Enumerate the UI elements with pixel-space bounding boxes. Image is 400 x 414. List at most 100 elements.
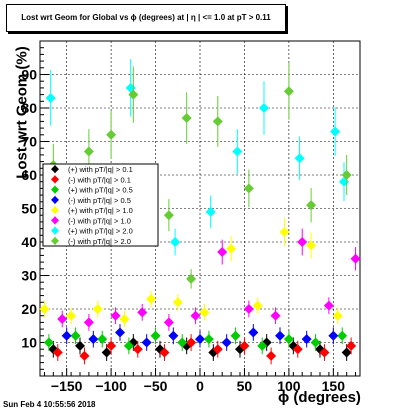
data-point [226,243,237,254]
data-point [332,310,343,321]
legend-swatch [51,216,59,225]
data-point [203,334,214,345]
axis-ticks: −150 −100 −50 0 50 100 150 10 20 30 40 50 60 70 80 90 [21,47,357,394]
y-tick-label: 20 [21,301,37,317]
data-point [195,334,205,345]
data-point [323,300,334,311]
data-point [350,253,361,264]
data-point [168,330,179,341]
data-point [132,344,143,355]
data-point [279,226,290,237]
timestamp-footer: Sun Feb 4 10:55:56 2018 [3,400,96,409]
data-point [150,330,161,341]
data-point [270,310,281,321]
legend-swatch [51,185,59,194]
data-point [186,273,197,284]
data-point [128,89,139,100]
data-point [341,170,352,180]
data-point [341,347,352,358]
y-tick-label: 80 [21,100,37,116]
data-point [79,350,90,361]
legend-label: (+) with pT/|q| > 1.0 [68,206,133,215]
legend-label: (-) with pT/|q| > 0.5 [68,196,131,205]
x-tick-label: −100 [95,378,127,394]
data-point [239,340,250,351]
legend-label: (+) with pT/|q| > 2.0 [68,227,133,236]
data-point [301,334,312,345]
data-point [232,146,243,157]
data-point [205,206,216,217]
data-point [297,237,308,247]
y-tick-label: 90 [21,67,37,83]
data-point [106,340,117,351]
x-tick-label: −150 [51,378,83,394]
data-point [52,347,63,358]
data-point [181,113,192,124]
data-point [283,334,294,345]
y-tick-label: 10 [21,335,37,351]
x-tick-label: 0 [196,378,204,394]
data-point [259,103,269,113]
legend-label: (+) with pT/|q| > 0.5 [68,186,133,195]
legend: (+) with pT/|q| > 0.1 (-) with pT/|q| > 0… [42,163,159,247]
y-tick-label: 60 [21,167,37,183]
legend-swatch [51,195,59,204]
data-point [57,314,68,325]
data-point [330,126,341,137]
data-point [45,92,56,103]
legend-box [42,163,159,247]
data-point [88,334,99,345]
data-marks [39,59,361,365]
data-point [294,153,305,164]
data-point [337,330,348,341]
data-point [141,337,152,348]
data-point [283,86,294,97]
data-point [119,314,130,325]
y-tick-label: 50 [21,201,37,217]
data-point [212,116,223,127]
data-point [190,310,201,321]
x-tick-label: 150 [322,378,346,394]
data-point [186,337,197,348]
legend-label: (-) with pT/|q| > 1.0 [68,216,131,225]
data-point [266,350,277,361]
x-tick-label: 100 [277,378,301,394]
legend-label: (+) with pT/|q| > 0.1 [68,165,133,174]
data-point [243,183,254,194]
data-point [97,334,108,345]
x-tick-label: 50 [237,378,253,394]
data-point [43,337,54,348]
legend-swatch [51,206,59,215]
data-point [306,200,317,211]
data-point [137,307,148,318]
y-tick-label: 70 [21,134,37,150]
data-point [257,340,268,351]
data-point [61,330,72,341]
data-point [106,129,117,140]
data-point [170,237,181,247]
data-point [163,317,174,328]
legend-swatch [51,236,59,245]
data-point [217,247,228,258]
chart-title: Lost wrt Geom for Global vs ϕ (degrees) … [6,4,286,32]
data-point [92,304,103,314]
data-point [83,317,94,328]
legend-swatch [51,175,59,184]
data-point [310,337,321,348]
data-point [306,240,317,251]
data-point [221,337,232,348]
data-point [146,293,157,304]
data-point [177,337,188,348]
data-point [248,327,259,338]
data-point [319,347,330,358]
legend-label: (-) with pT/|q| > 2.0 [68,237,131,246]
data-point [123,340,134,351]
data-point [292,344,303,355]
data-point [243,304,254,314]
y-axis-label: Lost wrt Geom (%) [13,46,31,179]
data-point [159,347,170,358]
data-point [115,327,125,338]
data-point [70,330,81,341]
y-tick-label: 30 [21,268,37,284]
data-point [275,330,285,341]
